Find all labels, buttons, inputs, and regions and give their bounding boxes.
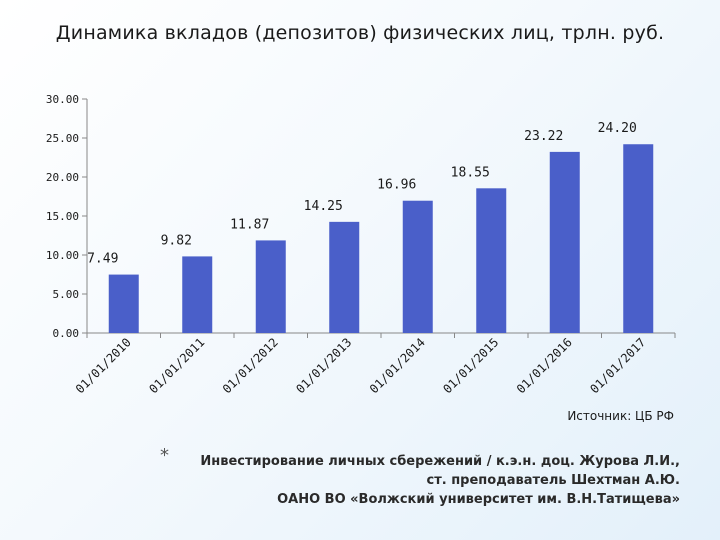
bar-7 [549,151,580,333]
footer-line-2: ст. преподаватель Шехтман А.Ю. [426,473,680,488]
y-tick-label: 5.00 [53,288,80,301]
y-tick-label: 20.00 [46,171,79,184]
x-tick-label: 01/01/2014 [367,335,428,396]
x-tick-label: 01/01/2011 [146,335,207,396]
y-tick-label: 30.00 [46,93,79,106]
bar-4 [329,221,360,333]
data-label: 23.22 [524,129,563,144]
bar-8 [623,144,654,333]
data-label: 14.25 [304,199,343,214]
x-tick-label: 01/01/2015 [440,335,501,396]
footer-line-1: Инвестирование личных сбережений / к.э.н… [200,454,680,469]
bar-1 [108,274,139,333]
x-tick-label: 01/01/2017 [587,335,648,396]
source-note: Источник: ЦБ РФ [567,409,674,423]
data-label: 11.87 [230,217,269,232]
data-label: 24.20 [598,121,637,136]
y-tick-label: 0.00 [53,327,80,340]
bar-3 [255,240,286,333]
bar-2 [182,256,213,333]
y-tick-label: 25.00 [46,132,79,145]
x-tick-label: 01/01/2012 [220,335,281,396]
bar-6 [476,188,507,333]
data-label: 16.96 [377,178,416,193]
chart-title: Динамика вкладов (депозитов) физических … [55,22,665,44]
data-label: 9.82 [161,233,192,248]
y-tick-label: 10.00 [46,249,79,262]
footer-line-3: ОАНО ВО «Волжский университет им. В.Н.Та… [277,492,680,507]
footer-star: * [160,445,169,466]
y-tick-label: 15.00 [46,210,79,223]
data-label: 7.49 [87,252,118,267]
x-tick-label: 01/01/2013 [293,335,354,396]
bar-5 [402,200,433,333]
data-label: 18.55 [451,165,490,180]
x-tick-label: 01/01/2010 [73,335,134,396]
x-tick-label: 01/01/2016 [514,335,575,396]
footer-credits: * Инвестирование личных сбережений / к.э… [160,446,680,509]
bar-chart: 0.00 5.00 10.00 15.00 20.00 25.00 30.00 7.49 01/… [46,93,676,396]
